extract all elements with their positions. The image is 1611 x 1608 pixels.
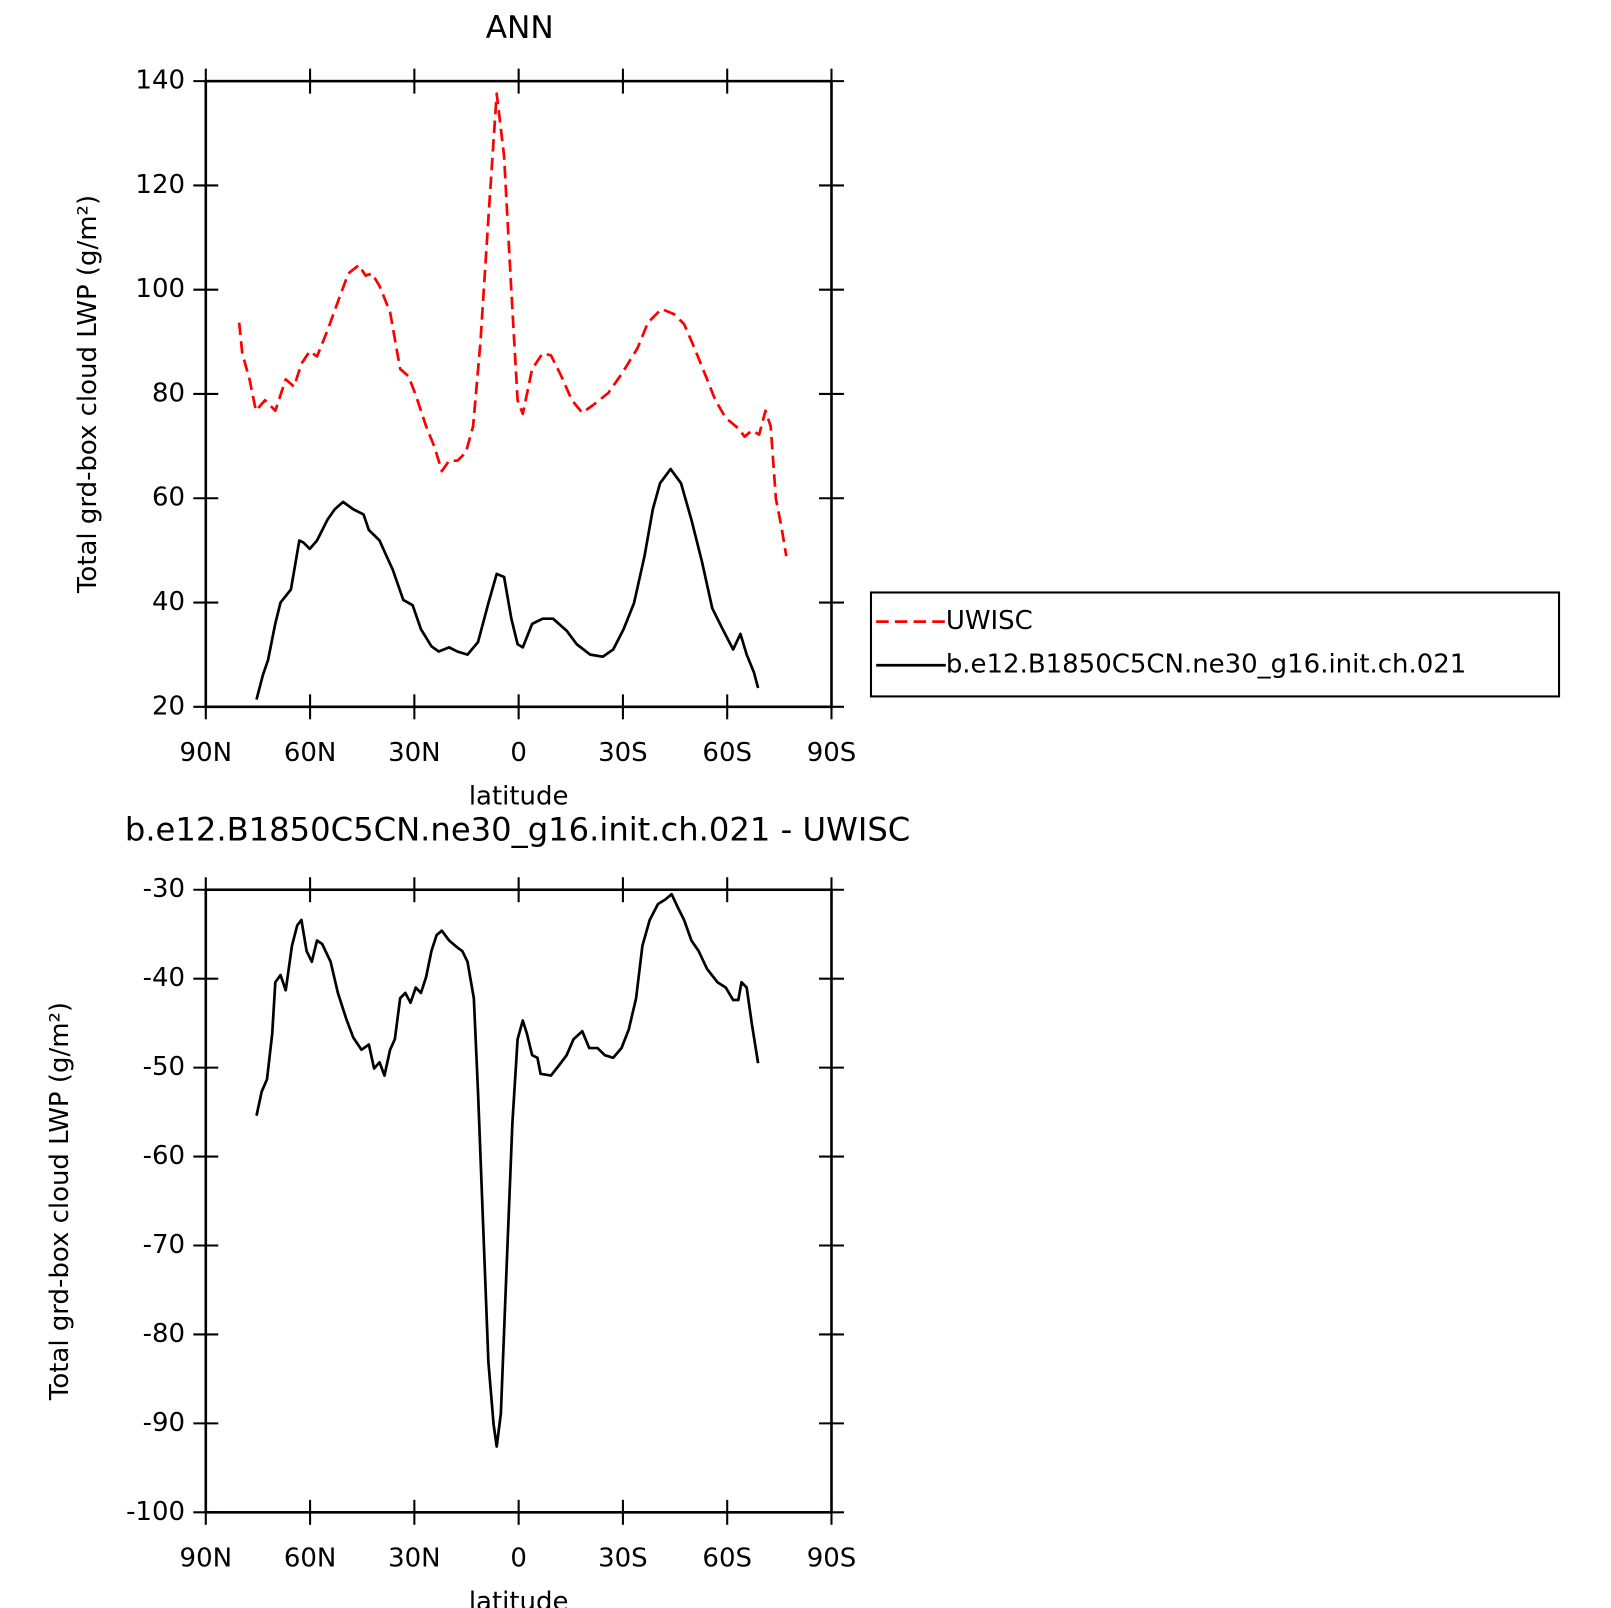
x-axis-label: latitude <box>469 782 569 812</box>
x-tick-label: 0 <box>510 738 527 768</box>
x-tick-label: 90N <box>180 1544 232 1574</box>
y-tick-label: 140 <box>135 66 185 96</box>
y-tick-label: 20 <box>152 691 185 721</box>
x-tick-label: 60N <box>284 738 336 768</box>
x-tick-label: 30N <box>388 1544 440 1574</box>
x-tick-label: 90N <box>180 738 232 768</box>
y-tick-label: -30 <box>143 874 185 904</box>
y-tick-label: 60 <box>152 483 185 513</box>
y-tick-label: 40 <box>152 587 185 617</box>
y-tick-label: 100 <box>135 274 185 304</box>
plot-frame <box>204 888 833 1514</box>
y-tick-label: 80 <box>152 378 185 408</box>
y-tick-label: -40 <box>143 963 185 993</box>
y-tick-label: -100 <box>126 1497 185 1527</box>
series-line <box>237 92 788 557</box>
legend-label: b.e12.B1850C5CN.ne30_g16.init.ch.021 <box>946 650 1467 680</box>
y-tick-label: 120 <box>135 170 185 200</box>
x-tick-label: 90S <box>807 738 857 768</box>
chart-title: ANN <box>486 10 554 46</box>
y-tick-label: -60 <box>143 1141 185 1171</box>
series-line <box>255 892 760 1448</box>
legend-label: UWISC <box>946 606 1033 636</box>
x-tick-label: 0 <box>510 1544 527 1574</box>
x-tick-label: 30N <box>388 738 440 768</box>
legend-box <box>869 591 1561 698</box>
x-tick-label: 90S <box>807 1544 857 1574</box>
y-tick-label: -80 <box>143 1319 185 1349</box>
x-tick-label: 30S <box>598 738 648 768</box>
x-tick-label: 60S <box>702 1544 752 1574</box>
y-tick-label: -70 <box>143 1230 185 1260</box>
y-axis-label: Total grd-box cloud LWP (g/m²) <box>73 195 103 594</box>
x-tick-label: 30S <box>598 1544 648 1574</box>
chart-title: b.e12.B1850C5CN.ne30_g16.init.ch.021 - U… <box>125 811 910 849</box>
y-axis-label: Total grd-box cloud LWP (g/m²) <box>45 1002 75 1401</box>
x-tick-label: 60N <box>284 1544 336 1574</box>
y-tick-label: -50 <box>143 1052 185 1082</box>
x-axis-label: latitude <box>469 1587 569 1608</box>
series-line <box>255 467 760 700</box>
y-tick-label: -90 <box>143 1408 185 1438</box>
plot-frame <box>204 79 833 709</box>
x-tick-label: 60S <box>702 738 752 768</box>
